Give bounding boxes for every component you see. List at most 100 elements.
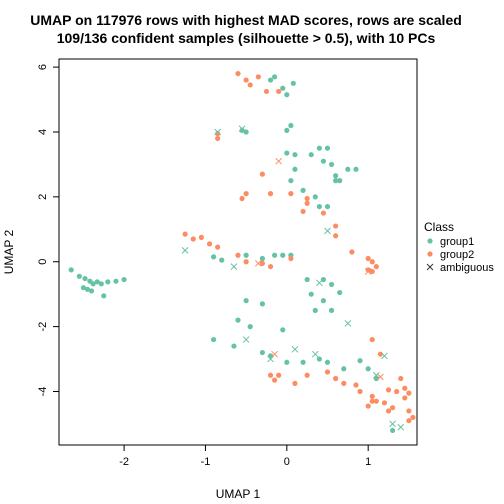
group1-point	[328, 307, 335, 313]
group2-point	[235, 70, 241, 77]
ambiguous-point	[254, 259, 262, 267]
group2-point	[190, 236, 196, 242]
group1-point	[320, 276, 327, 283]
group2-point	[333, 223, 339, 229]
group2-point	[353, 382, 359, 388]
group1-point	[259, 349, 266, 356]
group2-point	[398, 375, 404, 382]
group2-point	[267, 191, 274, 197]
data-points	[68, 70, 416, 434]
group1-point	[272, 252, 278, 258]
group2-point	[369, 398, 375, 404]
group1-point	[113, 278, 119, 284]
group2-point	[369, 393, 375, 399]
chart-title-line-2: 109/136 confident samples (silhouette > …	[57, 30, 436, 46]
group2-point	[406, 408, 412, 414]
group1-point	[68, 267, 74, 273]
group1-point	[210, 336, 217, 343]
ambiguous-point	[372, 371, 380, 379]
group2-point	[206, 241, 213, 247]
group1-point	[308, 291, 314, 297]
group1-point	[320, 158, 327, 164]
group1-point	[84, 286, 91, 292]
group1-point	[247, 324, 253, 330]
group1-point	[121, 276, 127, 283]
group2-point	[402, 395, 408, 401]
group1-point	[365, 366, 371, 372]
group1-point	[312, 307, 318, 313]
group2-point	[215, 135, 221, 142]
group2-point	[333, 233, 339, 239]
group2-point	[276, 88, 282, 95]
group1-point	[316, 203, 322, 210]
group2-point	[267, 263, 274, 270]
group1-point	[328, 281, 335, 288]
group1-point	[219, 257, 225, 263]
group2-point	[243, 191, 249, 197]
group2-point	[357, 388, 363, 395]
group2-point	[365, 403, 371, 409]
group2-point	[333, 375, 339, 382]
group2-point	[369, 259, 375, 265]
legend-label-group1: group1	[440, 236, 474, 248]
ambiguous-point	[242, 336, 250, 343]
group1-point	[312, 194, 318, 200]
group1-point	[328, 161, 335, 168]
group1-point	[290, 80, 296, 86]
group1-point	[324, 203, 331, 210]
group2-point	[304, 372, 310, 378]
group1-point	[80, 285, 87, 291]
ambiguous-point	[381, 352, 388, 360]
y-axis: -4 -2 0 2 4 6	[37, 64, 59, 396]
group2-point	[288, 255, 294, 262]
x-axis-label: UMAP 1	[216, 487, 261, 501]
group1-point	[292, 152, 298, 158]
group1-point	[324, 145, 331, 151]
y-tick-label: 2	[37, 194, 49, 200]
group2-point	[243, 259, 249, 265]
group2-point	[320, 210, 327, 216]
ambiguous-point	[364, 268, 372, 275]
group2-point	[373, 263, 379, 270]
group2-point	[182, 231, 188, 237]
y-tick-label: 4	[37, 129, 49, 135]
ambiguous-point	[230, 263, 238, 270]
ambiguous-point	[397, 423, 405, 431]
group1-point	[292, 166, 298, 172]
group1-point	[341, 366, 347, 372]
group1-point	[235, 317, 241, 323]
legend-label-ambiguous: ambiguous	[440, 262, 494, 274]
y-tick-label: -2	[37, 322, 49, 332]
group2-point	[235, 252, 241, 258]
group1-point	[316, 145, 322, 151]
group1-point	[280, 252, 286, 258]
group2-point	[406, 418, 412, 424]
group1-point	[82, 275, 88, 282]
group1-point	[284, 127, 290, 133]
x-tick-label: -1	[201, 456, 211, 468]
group1-point	[94, 279, 100, 285]
group2-point	[272, 377, 278, 383]
group2-point	[215, 131, 221, 137]
group1-point	[337, 178, 343, 184]
group2-point	[402, 385, 408, 391]
group1-point	[300, 187, 306, 193]
group2-point	[239, 195, 245, 202]
group2-point	[324, 369, 331, 375]
group1-point	[324, 359, 331, 365]
y-tick-label: 0	[37, 259, 49, 265]
plot-area-frame	[58, 58, 418, 446]
group2-point	[389, 405, 396, 411]
x-axis: -2 -1 0 1	[119, 445, 371, 468]
group1-point	[280, 327, 286, 333]
group1-point	[357, 358, 363, 364]
y-axis-label: UMAP 2	[2, 229, 16, 274]
group1-point	[333, 173, 339, 179]
group1-point	[280, 85, 286, 91]
group2-point	[267, 372, 274, 378]
ambiguous-point	[311, 350, 319, 358]
group1-point	[243, 298, 249, 304]
ambiguous-point	[267, 355, 274, 363]
group1-point	[288, 178, 294, 184]
